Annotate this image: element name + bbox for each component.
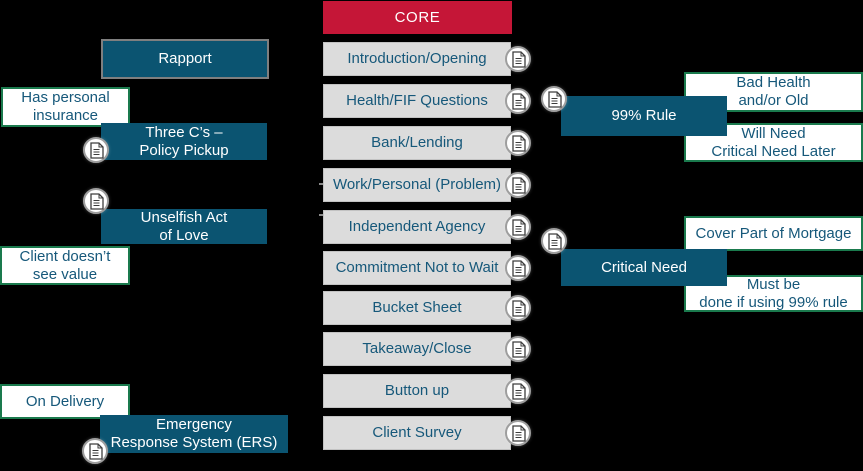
document-icon bbox=[89, 141, 104, 159]
node-rapport: Rapport bbox=[101, 39, 269, 79]
document-icon bbox=[511, 134, 526, 152]
doc-link-independent-agency[interactable] bbox=[505, 214, 531, 240]
connector-tick bbox=[319, 183, 323, 185]
doc-link-button-up[interactable] bbox=[505, 378, 531, 404]
node-99-percent-rule: 99% Rule bbox=[561, 96, 727, 136]
document-icon bbox=[547, 232, 562, 250]
document-icon bbox=[88, 442, 103, 460]
core-step-takeaway-close: Takeaway/Close bbox=[323, 332, 511, 366]
node-emergency-response-system: Emergency Response System (ERS) bbox=[100, 415, 288, 453]
note-must-be-done-if-using-99-rule: Must be done if using 99% rule bbox=[684, 275, 863, 312]
document-icon bbox=[511, 259, 526, 277]
note-has-personal-insurance: Has personal insurance bbox=[1, 87, 130, 127]
core-step-introduction-opening: Introduction/Opening bbox=[323, 42, 511, 76]
document-icon bbox=[511, 218, 526, 236]
node-unselfish-act-of-love: Unselfish Act of Love bbox=[101, 209, 267, 244]
document-icon bbox=[511, 50, 526, 68]
document-icon bbox=[511, 299, 526, 317]
doc-link-ers[interactable] bbox=[82, 438, 108, 464]
note-will-need-critical-need-later: Will Need Critical Need Later bbox=[684, 123, 863, 162]
core-step-commitment-not-to-wait: Commitment Not to Wait bbox=[323, 251, 511, 285]
core-step-button-up: Button up bbox=[323, 374, 511, 408]
document-icon bbox=[89, 192, 104, 210]
core-column-header: CORE bbox=[323, 1, 512, 34]
note-client-doesnt-see-value: Client doesn’t see value bbox=[0, 246, 130, 285]
document-icon bbox=[511, 424, 526, 442]
doc-link-work-personal-problem[interactable] bbox=[505, 172, 531, 198]
doc-link-unselfish-act[interactable] bbox=[83, 188, 109, 214]
node-critical-need: Critical Need bbox=[561, 249, 727, 286]
core-step-independent-agency: Independent Agency bbox=[323, 210, 511, 244]
document-icon bbox=[511, 92, 526, 110]
doc-link-critical-need[interactable] bbox=[541, 228, 567, 254]
document-icon bbox=[511, 176, 526, 194]
connector-tick bbox=[319, 214, 323, 216]
note-on-delivery: On Delivery bbox=[0, 384, 130, 419]
note-cover-part-of-mortgage: Cover Part of Mortgage bbox=[684, 216, 863, 251]
doc-link-introduction-opening[interactable] bbox=[505, 46, 531, 72]
doc-link-bank-lending[interactable] bbox=[505, 130, 531, 156]
core-step-health-fif-questions: Health/FIF Questions bbox=[323, 84, 511, 118]
note-bad-health-andor-old: Bad Health and/or Old bbox=[684, 72, 863, 112]
doc-link-client-survey[interactable] bbox=[505, 420, 531, 446]
core-step-bucket-sheet: Bucket Sheet bbox=[323, 291, 511, 325]
doc-link-commitment-not-to-wait[interactable] bbox=[505, 255, 531, 281]
core-step-bank-lending: Bank/Lending bbox=[323, 126, 511, 160]
doc-link-three-cs[interactable] bbox=[83, 137, 109, 163]
document-icon bbox=[511, 382, 526, 400]
doc-link-takeaway-close[interactable] bbox=[505, 336, 531, 362]
core-step-work-personal-problem: Work/Personal (Problem) bbox=[323, 168, 511, 202]
document-icon bbox=[547, 90, 562, 108]
node-three-cs-policy-pickup: Three C’s – Policy Pickup bbox=[101, 123, 267, 160]
core-step-client-survey: Client Survey bbox=[323, 416, 511, 450]
doc-link-health-fif-questions[interactable] bbox=[505, 88, 531, 114]
doc-link-bucket-sheet[interactable] bbox=[505, 295, 531, 321]
document-icon bbox=[511, 340, 526, 358]
doc-link-99-percent-rule[interactable] bbox=[541, 86, 567, 112]
